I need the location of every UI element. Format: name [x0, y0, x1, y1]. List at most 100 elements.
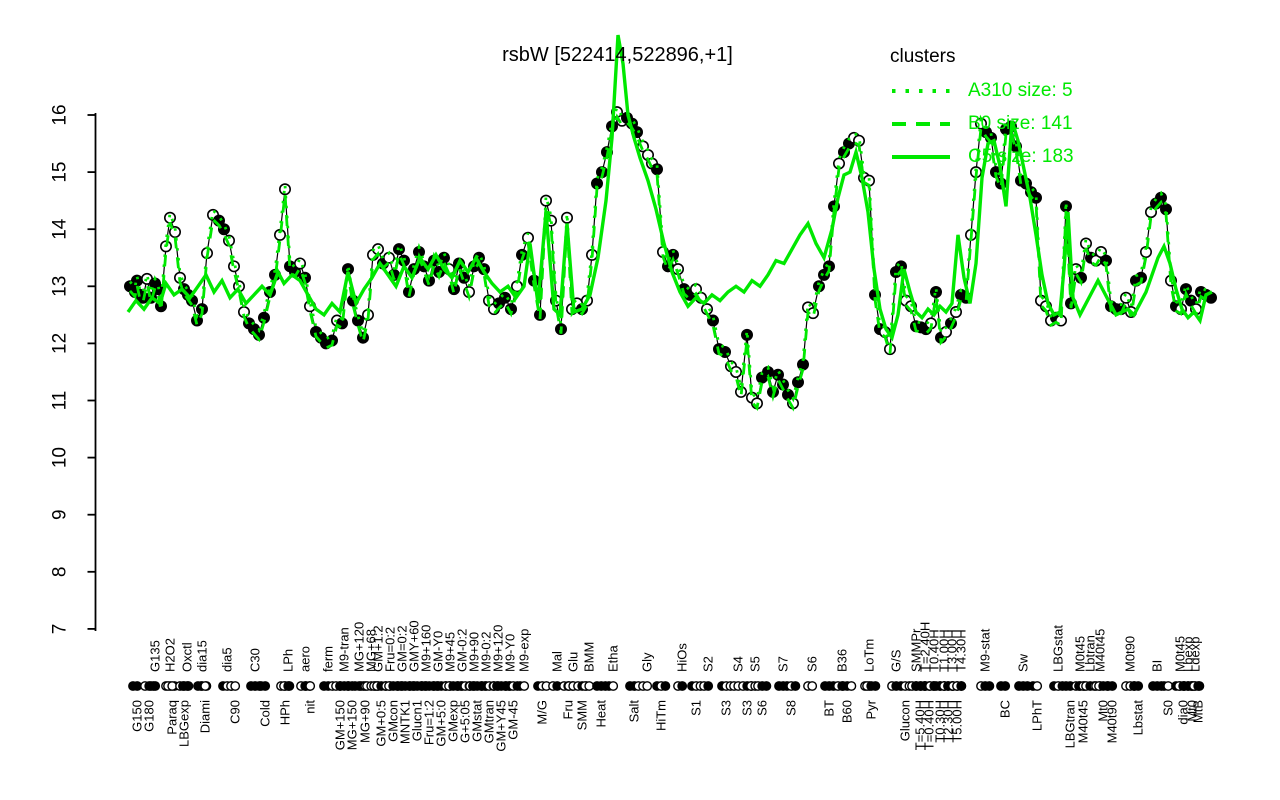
condition-label: M9-stat [978, 628, 993, 672]
condition-label: M9-Y0 [503, 634, 518, 672]
condition-label: M9+90 [467, 632, 482, 672]
solid-line-sample [892, 154, 950, 159]
condition-label: HiOs [675, 643, 690, 672]
strip-marker [846, 681, 857, 691]
strip-marker [150, 681, 161, 691]
condition-label: LBGexp [177, 700, 192, 747]
condition-label: S1 [689, 700, 704, 716]
condition-label: Lbexp [1181, 637, 1196, 672]
condition-label: T4.30H [954, 629, 969, 672]
condition-label: B36 [835, 649, 850, 672]
strip-marker [1000, 681, 1011, 691]
condition-label: Mt0 [1096, 700, 1111, 722]
strip-marker [283, 681, 294, 691]
condition-marker-strip [128, 681, 1205, 691]
condition-label: S7 [776, 656, 791, 672]
condition-label: C90 [228, 700, 243, 724]
condition-label: GM-Y0 [431, 631, 446, 672]
condition-label: T0.40H [927, 629, 942, 672]
condition-label: S4 [731, 656, 746, 672]
strip-marker [677, 681, 688, 691]
strip-marker [790, 681, 801, 691]
strip-marker [761, 681, 772, 691]
condition-label: M0t45 [1073, 636, 1088, 672]
legend-label: C5 size: 183 [968, 145, 1074, 167]
condition-label: M9+160 [419, 625, 434, 672]
strip-marker [200, 681, 211, 691]
condition-label: Fru=0:2 [383, 627, 398, 672]
y-tick-label: 16 [50, 104, 71, 125]
condition-label: GMtran [482, 700, 497, 743]
condition-label: GMY+60 [407, 620, 422, 672]
condition-label: Ldexp [1188, 637, 1203, 672]
condition-label: LoTm [862, 639, 877, 672]
condition-label: BI [1150, 660, 1165, 672]
strip-marker [642, 681, 653, 691]
y-tick-label: 7 [50, 624, 71, 635]
condition-label: G/S [889, 649, 904, 672]
strip-marker [984, 681, 995, 691]
condition-label: Glucon [898, 700, 913, 741]
condition-label: M40t45 [1076, 700, 1091, 743]
legend-label: B0 size: 141 [968, 112, 1073, 134]
strip-marker [260, 681, 271, 691]
condition-label: G+5:05 [458, 700, 473, 743]
condition-label: GMexp [446, 700, 461, 742]
cluster-line-A310 [128, 104, 1212, 403]
condition-label: Mt0 [1185, 700, 1200, 722]
condition-label: Fru=1:2 [422, 700, 437, 745]
condition-label: HPh [278, 700, 293, 725]
condition-label: B60 [840, 700, 855, 723]
strip-marker [519, 681, 530, 691]
condition-label: H2O2 [163, 638, 178, 672]
strip-marker [807, 681, 818, 691]
condition-label: GM+5:0 [434, 700, 449, 747]
condition-label: BT [822, 700, 837, 717]
condition-label: GM+150 [333, 700, 348, 750]
condition-label: M/G [535, 700, 550, 725]
data-point-filled [351, 314, 364, 327]
strip-marker [1032, 681, 1043, 691]
strip-marker [1107, 681, 1118, 691]
condition-label: S0 [1161, 700, 1176, 716]
condition-label: Heat [594, 700, 609, 728]
legend-label: A310 size: 5 [968, 79, 1073, 101]
condition-label: GMcon [386, 700, 401, 742]
legend-header: clusters [890, 46, 956, 67]
condition-label: G150 [130, 700, 145, 732]
condition-label: T=0.40H [922, 700, 937, 750]
condition-label: ferm [321, 646, 336, 672]
data-point-open [539, 194, 552, 207]
condition-label: S5 [748, 656, 763, 672]
y-tick-label: 8 [50, 567, 71, 578]
condition-label: Pyr [864, 699, 879, 719]
condition-label: M9+45 [443, 632, 458, 672]
condition-label: Oxctl [180, 642, 195, 672]
condition-label: S8 [784, 700, 799, 716]
strip-marker [660, 681, 671, 691]
condition-label: M0t45 [1173, 636, 1188, 672]
condition-label: M9-tran [337, 627, 352, 672]
condition-label: T0.30H [933, 700, 948, 743]
condition-label: M9+120 [491, 625, 506, 672]
condition-label: Glu [566, 652, 581, 672]
condition-label: LPh [281, 649, 296, 672]
strip-marker [230, 681, 241, 691]
dashed-line-sample [892, 121, 950, 126]
strip-marker [703, 681, 714, 691]
legend-rows: A310 size: 5 B0 size: 141 C5 size: 183 [890, 74, 1074, 173]
condition-label: G135 [148, 640, 163, 672]
y-tick-label: 13 [50, 276, 71, 297]
condition-label: GM+Y45 [494, 700, 509, 752]
condition-label: GM=0:2 [395, 625, 410, 672]
strip-marker [870, 681, 881, 691]
condition-label: MG+90 [358, 700, 373, 743]
condition-label: Salt [627, 700, 642, 723]
condition-label: M0t90 [1123, 636, 1138, 672]
condition-label: S3 [740, 700, 755, 716]
condition-label: nit [303, 700, 318, 714]
clusters-legend: clusters A310 size: 5 B0 size: 141 C5 size… [890, 46, 1074, 173]
data-point-open [169, 226, 182, 239]
condition-label: Etha [606, 644, 621, 672]
